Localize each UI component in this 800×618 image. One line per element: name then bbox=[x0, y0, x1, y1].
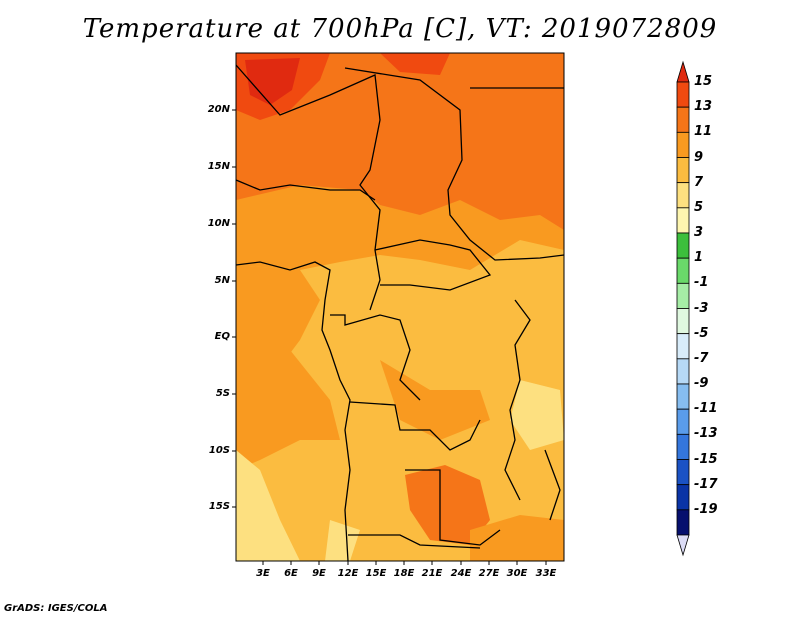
field-13-n bbox=[380, 53, 450, 75]
colorbar-label: 11 bbox=[694, 124, 713, 140]
colorbar bbox=[676, 60, 690, 557]
field-5-south bbox=[325, 520, 360, 561]
lon-label-21e: 21E bbox=[421, 568, 443, 579]
colorbar-segment bbox=[676, 459, 690, 486]
colorbar-label: 7 bbox=[694, 174, 704, 190]
colorbar-segment bbox=[676, 308, 690, 335]
lon-label-27e: 27E bbox=[478, 568, 500, 579]
colorbar-label: 9 bbox=[694, 149, 704, 165]
zambia-border bbox=[405, 469, 501, 546]
great-lakes bbox=[504, 299, 531, 501]
colorbar-segment bbox=[676, 333, 690, 360]
map-frame bbox=[235, 52, 565, 562]
colorbar-segment bbox=[676, 484, 690, 511]
congo-border bbox=[330, 314, 421, 401]
namibia-border bbox=[348, 534, 481, 549]
car-border bbox=[374, 239, 492, 291]
temperature-field bbox=[236, 53, 564, 561]
colorbar-segment bbox=[676, 408, 690, 435]
colorbar-label: 13 bbox=[694, 99, 713, 115]
lon-ticks bbox=[262, 561, 547, 565]
lon-label-18e: 18E bbox=[393, 568, 415, 579]
drc-angola-border bbox=[349, 401, 481, 451]
colorbar-segment bbox=[676, 131, 690, 158]
lon-label-3e: 3E bbox=[256, 568, 270, 579]
colorbar-label: -11 bbox=[694, 401, 718, 417]
lon-label-30e: 30E bbox=[506, 568, 528, 579]
colorbar-label: 3 bbox=[694, 225, 704, 240]
field-9-central bbox=[380, 360, 490, 440]
colorbar-segment bbox=[676, 81, 690, 108]
niger-chad-border bbox=[235, 64, 381, 311]
lat-label-10n: 10N bbox=[207, 218, 230, 229]
colorbar-segment bbox=[676, 383, 690, 410]
field-7-central bbox=[380, 290, 500, 390]
lat-label-20n: 20N bbox=[207, 104, 230, 115]
lat-label-5s: 5S bbox=[215, 388, 230, 399]
lon-label-15e: 15E bbox=[365, 568, 387, 579]
field-9-se bbox=[470, 515, 564, 561]
colorbar-segment bbox=[676, 509, 690, 536]
colorbar-label: -7 bbox=[694, 350, 709, 366]
lon-label-24e: 24E bbox=[450, 568, 472, 579]
lake-malawi bbox=[544, 449, 561, 521]
colorbar-top-arrow bbox=[676, 60, 690, 83]
lon-label-6e: 6E bbox=[284, 568, 298, 579]
lon-label-9e: 9E bbox=[312, 568, 326, 579]
colorbar-label: 15 bbox=[694, 74, 713, 89]
lat-ticks bbox=[232, 109, 236, 508]
colorbar-label: -1 bbox=[694, 275, 709, 291]
lon-label-33e: 33E bbox=[535, 568, 557, 579]
lat-label-5n: 5N bbox=[214, 275, 230, 286]
lat-label-10s: 10S bbox=[208, 445, 230, 456]
colorbar-label: 1 bbox=[694, 250, 704, 266]
colorbar-segment bbox=[676, 232, 690, 259]
west-coastline bbox=[235, 261, 351, 562]
colorbar-label: 5 bbox=[694, 199, 704, 215]
lat-label-15s: 15S bbox=[208, 501, 230, 512]
map-title: Temperature at 700hPa [C], VT: 201907280… bbox=[82, 14, 718, 44]
borders bbox=[235, 64, 565, 562]
colorbar-segment bbox=[676, 106, 690, 133]
colorbar-segment bbox=[676, 182, 690, 209]
lon-label-12e: 12E bbox=[337, 568, 359, 579]
lat-label-15n: 15N bbox=[207, 161, 230, 172]
field-11-north bbox=[236, 53, 564, 230]
colorbar-segment bbox=[676, 257, 690, 284]
field-9-sw bbox=[236, 330, 340, 470]
colorbar-label: -5 bbox=[694, 325, 709, 341]
colorbar-label: -19 bbox=[694, 501, 718, 517]
colorbar-segment bbox=[676, 207, 690, 234]
colorbar-segment bbox=[676, 282, 690, 309]
colorbar-label: -17 bbox=[694, 476, 718, 492]
colorbar-label: -13 bbox=[694, 426, 718, 442]
colorbar-bottom-arrow bbox=[676, 534, 690, 557]
colorbar-label: -9 bbox=[694, 376, 709, 391]
field-15-nw bbox=[245, 58, 300, 105]
colorbar-segment bbox=[676, 157, 690, 184]
colorbar-label: -15 bbox=[694, 451, 718, 467]
colorbar-segment bbox=[676, 358, 690, 385]
colorbar-segment bbox=[676, 433, 690, 460]
chad-sudan-border bbox=[344, 67, 565, 261]
colorbar-label: -3 bbox=[694, 300, 709, 316]
sahel-border bbox=[235, 179, 376, 201]
field-5-east bbox=[510, 380, 564, 450]
field-5-sw bbox=[236, 450, 300, 561]
credit-text: GrADS: IGES/COLA bbox=[4, 603, 108, 614]
lat-label-eq: EQ bbox=[214, 331, 230, 342]
field-11-south bbox=[405, 465, 490, 545]
